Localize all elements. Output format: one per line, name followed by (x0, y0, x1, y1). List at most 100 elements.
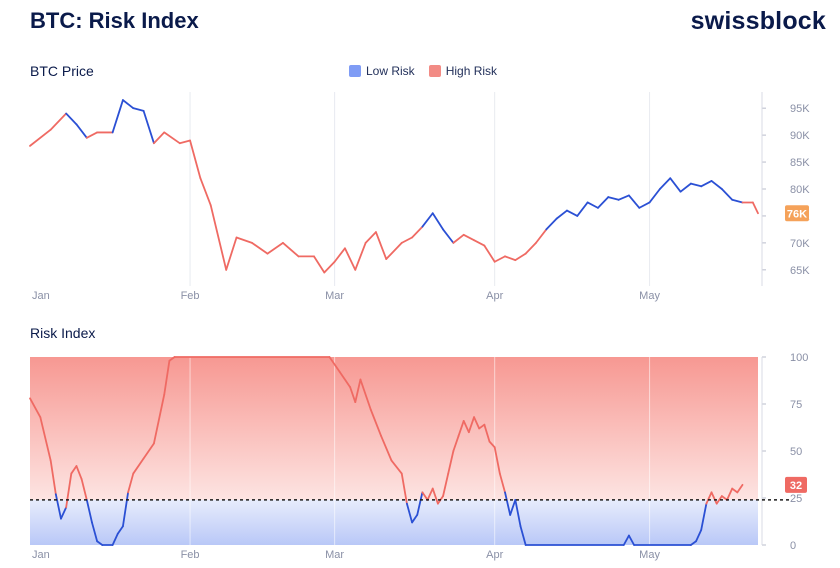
chart-legend: Low Risk High Risk (349, 64, 497, 78)
price-line-segment (648, 188, 661, 204)
price-line-segment (638, 201, 651, 209)
price-x-tick-label: Feb (181, 290, 200, 302)
price-y-tick-label: 90K (790, 130, 810, 142)
price-line-segment (142, 109, 155, 145)
price-current-badge (785, 205, 809, 222)
risk-line-segment (488, 440, 496, 449)
price-line-segment (535, 228, 548, 244)
price-line-segment (679, 182, 692, 193)
risk-y-tick-label: 25 (790, 493, 802, 505)
price-line-segment (473, 239, 486, 247)
risk-y-tick-label: 0 (790, 540, 796, 552)
risk-line-segment (715, 495, 723, 505)
page-title: BTC: Risk Index (30, 8, 199, 33)
price-line-segment (111, 99, 124, 134)
risk-line-segment (426, 487, 434, 501)
risk-line-segment (509, 498, 517, 516)
legend-item-high-risk[interactable]: High Risk (428, 64, 497, 78)
risk-line-segment (628, 534, 635, 546)
price-x-tick-label: Apr (486, 290, 503, 302)
risk-current-badge (785, 476, 807, 493)
price-line-segment (411, 225, 424, 239)
risk-line-segment (380, 435, 393, 462)
price-line-segment (431, 212, 444, 231)
risk-y-tick-label: 75 (790, 399, 802, 411)
risk-line-segment (411, 514, 419, 524)
price-line-segment (400, 236, 413, 244)
price-line-segment (524, 241, 537, 255)
risk-x-tick-label: Jan (32, 549, 50, 561)
risk-chart-title: Risk Index (30, 325, 96, 341)
price-line-segment (344, 247, 357, 271)
legend-label-low-risk: Low Risk (366, 64, 415, 78)
price-y-tick-label: 95K (790, 103, 810, 115)
risk-line-segment (116, 525, 124, 535)
price-line-segment (710, 180, 723, 190)
risk-line-segment (338, 371, 352, 388)
price-line-segment (586, 201, 599, 209)
legend-item-low-risk[interactable]: Low Risk (349, 64, 415, 78)
price-line-segment (493, 255, 506, 263)
risk-line-segment (483, 423, 491, 443)
risk-line-segment (478, 423, 486, 430)
price-line-segment (607, 196, 620, 201)
price-line-segment (462, 233, 475, 242)
price-line-segment (178, 139, 191, 145)
risk-line-segment (406, 502, 413, 524)
price-line-segment (364, 231, 377, 244)
price-line-segment (313, 255, 326, 274)
price-line-segment (421, 212, 434, 228)
price-line-segment (731, 198, 744, 204)
price-line-segment (689, 182, 703, 188)
risk-line-segment (431, 487, 439, 505)
price-current-label: 76K (787, 208, 807, 220)
price-line-segment (669, 177, 682, 193)
risk-x-tick-label: Feb (181, 549, 200, 561)
price-x-tick-label: May (639, 290, 660, 302)
price-line-segment (555, 209, 568, 220)
price-x-tick-label: Jan (32, 290, 50, 302)
brand-logo: swissblock (690, 7, 826, 35)
risk-line-segment (705, 491, 713, 505)
price-line-segment (385, 241, 403, 260)
price-line-segment (29, 128, 52, 147)
risk-line-segment (96, 540, 104, 546)
risk-line-segment (29, 397, 42, 419)
risk-x-tick-label: Mar (325, 549, 344, 561)
high-risk-swatch (428, 65, 441, 77)
risk-line-segment (462, 420, 470, 434)
price-y-tick-label: 80K (790, 184, 810, 196)
risk-line-segment (622, 534, 630, 546)
risk-line-segment (452, 435, 460, 452)
price-line-segment (235, 236, 253, 244)
price-line-segment (189, 139, 202, 180)
risk-line-segment (689, 540, 697, 546)
price-line-segment (323, 260, 336, 274)
price-line-segment (659, 177, 672, 190)
price-x-tick-label: Mar (325, 290, 344, 302)
price-line-segment (122, 99, 135, 110)
risk-line-segment (726, 487, 734, 501)
low-risk-zone (30, 499, 758, 545)
risk-y-tick-label: 100 (790, 352, 808, 364)
risk-line-segment (447, 450, 455, 475)
price-chart-title: BTC Price (30, 63, 94, 79)
risk-line-segment (80, 478, 88, 501)
price-line-segment (282, 241, 300, 258)
risk-line-segment (710, 491, 718, 505)
price-line-segment (65, 112, 78, 126)
price-line-segment (354, 241, 367, 271)
price-line-segment (566, 209, 579, 217)
price-y-tick-label: 85K (790, 157, 810, 169)
price-line-segment (504, 255, 517, 262)
price-line-segment (163, 131, 181, 145)
price-line-segment (514, 252, 527, 262)
risk-line-segment (700, 502, 708, 531)
price-line-segment (209, 204, 228, 271)
risk-line-segment (400, 472, 408, 505)
risk-line-segment (369, 408, 382, 437)
risk-line-segment (695, 529, 703, 543)
risk-line-segment (514, 498, 522, 528)
risk-line-segment (473, 416, 481, 430)
risk-line-segment (163, 359, 171, 396)
